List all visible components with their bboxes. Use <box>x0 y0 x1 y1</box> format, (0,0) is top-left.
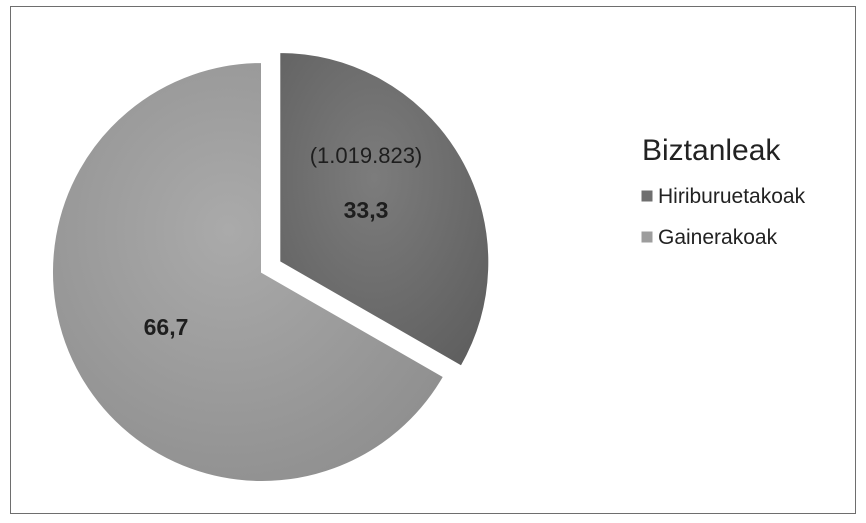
legend-swatch-hiriburuetakoak <box>640 189 654 203</box>
legend-title: Biztanleak <box>642 134 781 167</box>
legend-label-hiriburuetakoak: Hiriburuetakoak <box>658 185 806 208</box>
legend-label-gainerakoak: Gainerakoak <box>658 226 778 249</box>
slice-note-hiriburuetakoak: (1.019.823) <box>310 143 423 168</box>
legend-swatch-gainerakoak <box>640 230 654 244</box>
pie-slice-hiriburuetakoak <box>278 50 491 368</box>
slice-value-gainerakoak: 66,7 <box>144 314 189 340</box>
pie-slice-gainerakoak <box>51 60 446 483</box>
legend: Biztanleak Hiriburuetakoak Gainerakoak <box>640 134 806 249</box>
slice-value-hiriburuetakoak: 33,3 <box>344 197 389 223</box>
